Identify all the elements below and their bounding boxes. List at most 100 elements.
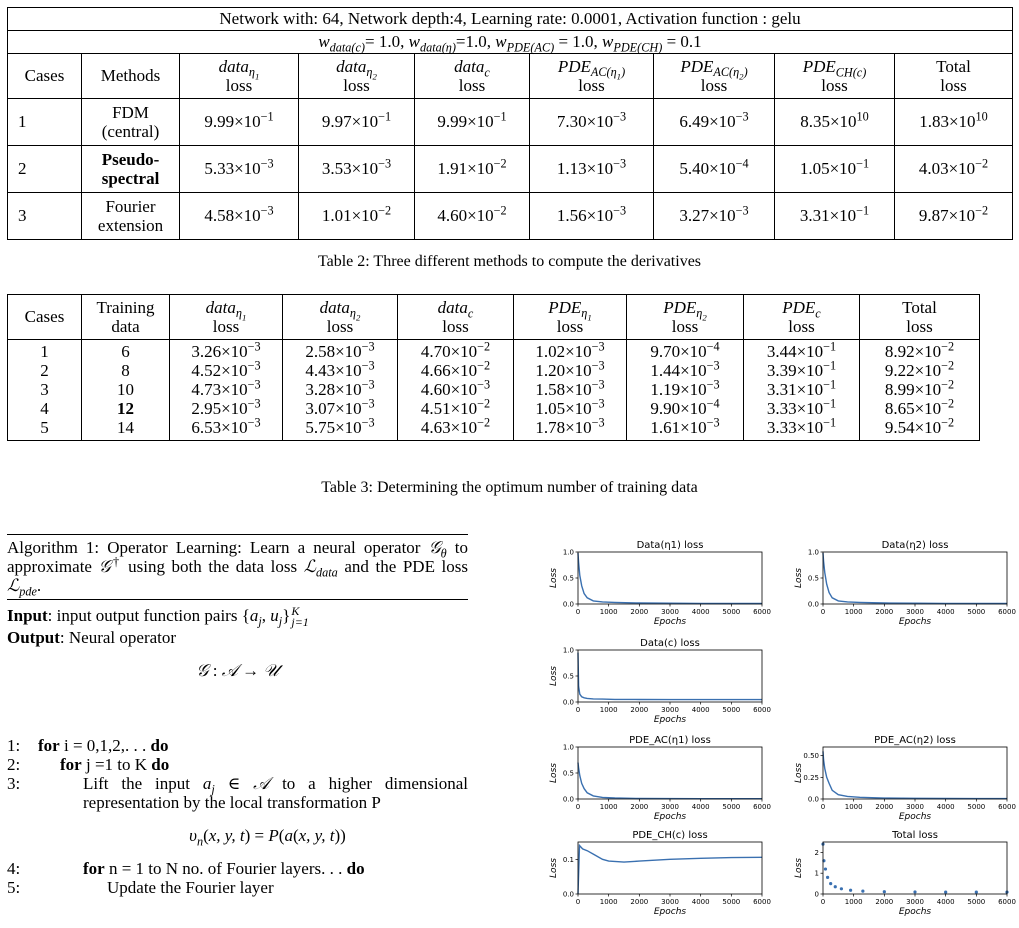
value-cell: 3.26×10−3 (169, 339, 283, 361)
y-tick-label: 1 (815, 870, 819, 878)
loss-plot: Data(c) loss 0 1000 2000 3000 4000 5000 6000 0.0… (540, 636, 771, 736)
y-tick-label: 1.0 (808, 549, 819, 557)
value-cell: 3.27×10−3 (653, 192, 775, 240)
plot-title: PDE_AC(η2) loss (874, 735, 956, 746)
x-axis-label: Epochs (654, 812, 687, 822)
plot-frame (577, 551, 763, 605)
table-row: 2 8 4.52×10−3 4.43×10−3 4.66×10−2 1.20×10−3 1.… (7, 359, 980, 380)
value-cell: 9.22×10−2 (859, 359, 980, 380)
algorithm-map: 𝒢 : 𝒜 → 𝒰 (196, 661, 279, 681)
series-line (577, 652, 762, 701)
header-pde-eta2: PDEη2 loss (626, 294, 744, 340)
plot-frame (822, 841, 1008, 895)
header-pde-c: PDEc loss (743, 294, 860, 340)
y-axis-label: Loss (549, 568, 559, 588)
header-pde-ac-eta2: PDEAC(η2) loss (653, 53, 775, 99)
value-cell: 9.70×10−4 (626, 339, 744, 361)
loss-plot: Data(η1) loss 0 1000 2000 3000 4000 5000 6000 0.… (540, 538, 771, 638)
x-tick-label: 6000 (753, 608, 771, 616)
x-tick-label: 3000 (661, 608, 679, 616)
x-tick-label: 2000 (630, 898, 648, 906)
value-cell: 3.33×10−1 (743, 397, 860, 418)
value-cell: 7.30×10−3 (529, 98, 654, 146)
loss-plot: PDE_AC(η1) loss 0 1000 2000 3000 4000 5000 6000… (540, 733, 771, 833)
table-row: 4 12 2.95×10−3 3.07×10−3 4.51×10−2 1.05×10−3 9… (7, 397, 980, 418)
value-cell: 2.95×10−3 (169, 397, 283, 418)
value-cell: 4.43×10−3 (282, 359, 398, 380)
value-cell: 3.28×10−3 (282, 378, 398, 399)
x-tick-label: 5000 (967, 898, 985, 906)
data-point (829, 882, 833, 886)
value-cell: 9.99×10−1 (414, 98, 530, 146)
x-tick-label: 4000 (692, 803, 710, 811)
x-tick-label: 5000 (722, 898, 740, 906)
y-tick-label: 0 (815, 891, 819, 899)
value-cell: 3.07×10−3 (282, 397, 398, 418)
value-cell: 8.92×10−2 (859, 339, 980, 361)
table-row: 1 6 3.26×10−3 2.58×10−3 4.70×10−2 1.02×10−3 9.… (7, 339, 980, 361)
loss-plot-svg: PDE_AC(η1) loss 0 1000 2000 3000 4000 5000 6000… (549, 735, 771, 822)
case-cell: 2 (7, 145, 82, 193)
x-tick-label: 4000 (692, 706, 710, 714)
loss-plot-svg: Total loss 0 1000 2000 3000 4000 5000 6000 0 1 2 Ep… (794, 830, 1016, 917)
y-tick-label: 1.0 (563, 647, 574, 655)
value-cell: 9.87×10−2 (894, 192, 1013, 240)
value-cell: 9.54×10−2 (859, 416, 980, 441)
value-cell: 1.83×1010 (894, 98, 1013, 146)
x-tick-label: 5000 (722, 608, 740, 616)
method-cell: Pseudo-spectral (81, 145, 180, 193)
y-tick-label: 0.0 (808, 601, 819, 609)
header-cases: Cases (7, 294, 82, 340)
value-cell: 5.33×10−3 (179, 145, 299, 193)
y-axis-label: Loss (549, 666, 559, 686)
y-axis-label: Loss (794, 763, 804, 783)
x-axis-label: Epochs (899, 907, 932, 917)
algorithm-step-5: 5: Update the Fourier layer (7, 878, 274, 898)
x-tick-label: 3000 (661, 898, 679, 906)
data-point (882, 890, 886, 894)
plot-title: Total loss (891, 830, 938, 841)
header-total: Total loss (894, 53, 1013, 99)
plot-title: Data(η1) loss (637, 540, 704, 551)
data-point (974, 890, 978, 894)
x-tick-label: 6000 (998, 898, 1016, 906)
table-2: Network with: 64, Network depth:4, Learn… (7, 7, 1013, 240)
data-point (944, 890, 948, 894)
value-cell: 4.58×10−3 (179, 192, 299, 240)
x-tick-label: 1000 (845, 803, 863, 811)
value-cell: 1.02×10−3 (513, 339, 627, 361)
value-cell: 6.49×10−3 (653, 98, 775, 146)
y-tick-label: 0.25 (803, 774, 819, 782)
table-row: 3 Fourier extension 4.58×10−3 1.01×10−2 4.60×… (7, 192, 1013, 240)
value-cell: 1.56×10−3 (529, 192, 654, 240)
x-tick-label: 1000 (600, 803, 618, 811)
plot-title: Data(c) loss (640, 638, 700, 649)
data-point (826, 875, 830, 879)
x-tick-label: 3000 (906, 898, 924, 906)
x-tick-label: 0 (576, 803, 580, 811)
x-tick-label: 0 (821, 898, 825, 906)
value-cell: 9.90×10−4 (626, 397, 744, 418)
x-tick-label: 1000 (600, 898, 618, 906)
table-row: 1 FDM (central) 9.99×10−1 9.97×10−1 9.99×10−1… (7, 98, 1013, 146)
y-axis-label: Loss (549, 763, 559, 783)
header-data-eta2: dataη2 loss (282, 294, 398, 340)
x-tick-label: 4000 (937, 803, 955, 811)
x-tick-label: 5000 (967, 608, 985, 616)
x-tick-label: 1000 (600, 706, 618, 714)
value-cell: 4.73×10−3 (169, 378, 283, 399)
table-3: Cases Training data dataη1 loss dataη2 loss… (7, 294, 980, 441)
value-cell: 1.13×10−3 (529, 145, 654, 193)
value-cell: 8.65×10−2 (859, 397, 980, 418)
plot-title: Data(η2) loss (882, 540, 949, 551)
header-pde-ch-c: PDECH(c) loss (774, 53, 895, 99)
x-tick-label: 0 (576, 706, 580, 714)
algorithm-1: Algorithm 1: Operator Learning: Learn a … (7, 534, 468, 897)
loss-plot: Total loss 0 1000 2000 3000 4000 5000 6000 0 1 2 Ep… (785, 828, 1016, 928)
training-cell: 14 (81, 418, 170, 441)
y-tick-label: 0.5 (563, 575, 574, 583)
y-tick-label: 0.50 (803, 752, 819, 760)
y-tick-label: 1.0 (563, 744, 574, 752)
x-tick-label: 6000 (753, 898, 771, 906)
value-cell: 6.53×10−3 (169, 416, 283, 441)
